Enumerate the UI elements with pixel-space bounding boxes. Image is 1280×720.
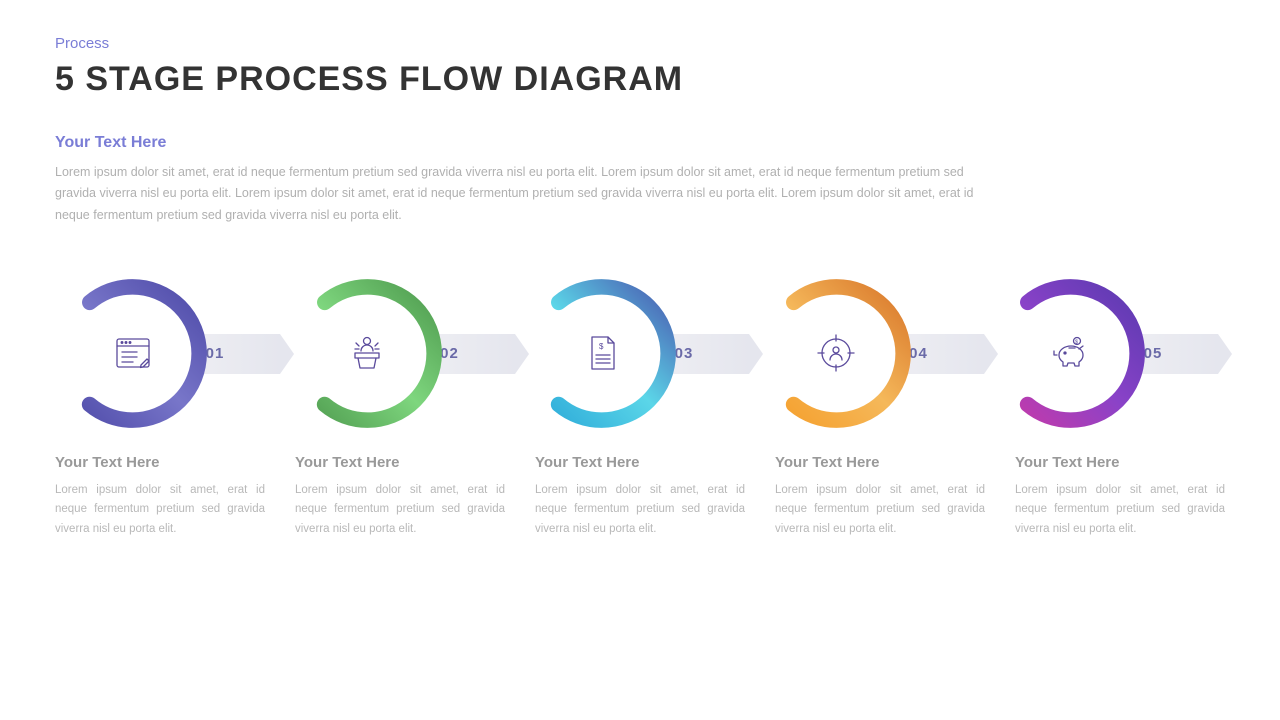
- stage-1-description: Your Text Here Lorem ipsum dolor sit ame…: [55, 454, 265, 540]
- speaker-podium-icon: [345, 331, 389, 375]
- stage-ring: [759, 276, 914, 431]
- stage-4: 04: [759, 276, 991, 426]
- stage-ring: [524, 276, 679, 431]
- intro-body: Lorem ipsum dolor sit amet, erat id nequ…: [55, 162, 975, 226]
- stages-row: 01 02: [55, 276, 1225, 426]
- stage-desc-body: Lorem ipsum dolor sit amet, erat id nequ…: [535, 481, 745, 540]
- stage-5-description: Your Text Here Lorem ipsum dolor sit ame…: [1015, 454, 1225, 540]
- stage-2-description: Your Text Here Lorem ipsum dolor sit ame…: [295, 454, 505, 540]
- eyebrow-label: Process: [55, 35, 1225, 52]
- stage-desc-title: Your Text Here: [295, 454, 505, 471]
- stage-desc-title: Your Text Here: [55, 454, 265, 471]
- stage-3: 03: [524, 276, 756, 426]
- browser-edit-icon: [111, 331, 155, 375]
- page-title: 5 STAGE PROCESS FLOW DIAGRAM: [55, 60, 1225, 99]
- stage-desc-title: Your Text Here: [1015, 454, 1225, 471]
- invoice-document-icon: [580, 331, 624, 375]
- stage-desc-body: Lorem ipsum dolor sit amet, erat id nequ…: [295, 481, 505, 540]
- stage-ring: [290, 276, 445, 431]
- intro-heading: Your Text Here: [55, 134, 1225, 152]
- stage-desc-title: Your Text Here: [775, 454, 985, 471]
- piggy-bank-icon: [1049, 331, 1093, 375]
- stage-desc-body: Lorem ipsum dolor sit amet, erat id nequ…: [1015, 481, 1225, 540]
- stage-desc-body: Lorem ipsum dolor sit amet, erat id nequ…: [55, 481, 265, 540]
- stage-desc-body: Lorem ipsum dolor sit amet, erat id nequ…: [775, 481, 985, 540]
- stage-4-description: Your Text Here Lorem ipsum dolor sit ame…: [775, 454, 985, 540]
- stage-desc-title: Your Text Here: [535, 454, 745, 471]
- stage-1: 01: [55, 276, 287, 426]
- stage-5: 05: [993, 276, 1225, 426]
- stage-ring: [55, 276, 210, 431]
- stage-3-description: Your Text Here Lorem ipsum dolor sit ame…: [535, 454, 745, 540]
- descriptions-row: Your Text Here Lorem ipsum dolor sit ame…: [55, 454, 1225, 540]
- stage-ring: [993, 276, 1148, 431]
- target-user-icon: [814, 331, 858, 375]
- stage-2: 02: [290, 276, 522, 426]
